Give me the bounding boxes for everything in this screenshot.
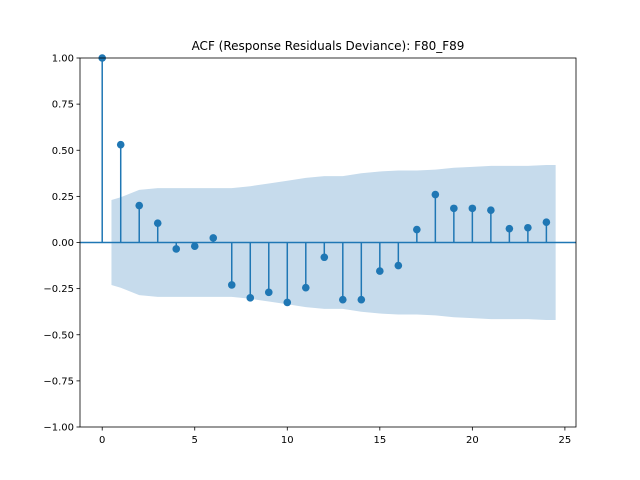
stem-marker <box>487 206 495 215</box>
y-tick-label: 0.50 <box>52 146 74 157</box>
x-tick-label: 25 <box>559 435 572 446</box>
y-tick-label: −0.50 <box>43 330 74 341</box>
acf-stem-lag-13 <box>339 242 347 304</box>
y-axis: −1.00 −0.75 −0.50 −0.25 0.00 0.25 0.50 0.75 1.00 <box>43 54 80 434</box>
y-tick-label: 1.00 <box>52 54 74 65</box>
acf-stem-lag-15 <box>376 242 384 275</box>
acf-stem-lag-17 <box>413 225 421 243</box>
acf-stem-lag-2 <box>135 201 144 243</box>
y-tick-label: −0.75 <box>43 376 74 387</box>
y-tick-label: −0.25 <box>43 284 74 295</box>
acf-stem-lag-24 <box>542 218 551 243</box>
stem-marker <box>468 204 477 213</box>
stem-marker <box>376 267 384 275</box>
stem-marker <box>301 283 310 292</box>
acf-stem-lag-22 <box>505 224 514 243</box>
acf-stem-lag-9 <box>264 242 273 297</box>
y-tick-label: 0.25 <box>52 192 74 203</box>
acf-stem-lag-18 <box>431 190 440 243</box>
acf-stem-lag-6 <box>209 234 218 243</box>
stem-marker <box>283 298 292 307</box>
acf-stem-lag-4 <box>172 242 181 253</box>
x-tick-label: 15 <box>373 435 386 446</box>
stem-marker <box>264 288 273 297</box>
acf-stem-lag-21 <box>487 206 495 243</box>
stem-marker <box>450 204 458 213</box>
stem-marker <box>524 223 532 232</box>
acf-stem-lag-16 <box>394 242 403 270</box>
acf-stem-lag-12 <box>320 242 329 262</box>
y-tick-label: −1.00 <box>43 423 74 434</box>
plot-area <box>80 54 576 320</box>
stem-marker <box>339 295 347 304</box>
acf-stem-lag-7 <box>227 242 236 289</box>
stem-marker <box>135 201 144 210</box>
stem-marker <box>172 245 181 253</box>
stem-marker <box>227 281 236 289</box>
stem-marker <box>357 295 366 304</box>
stem-marker <box>320 253 329 262</box>
x-tick-label: 10 <box>281 435 294 446</box>
x-tick-label: 20 <box>466 435 479 446</box>
acf-stem-lag-1 <box>116 140 125 243</box>
acf-stem-lag-20 <box>468 204 477 243</box>
acf-stem-lag-23 <box>524 223 532 243</box>
stem-marker <box>209 234 218 242</box>
stem-marker <box>431 190 440 199</box>
acf-stem-lag-5 <box>190 242 199 250</box>
stem-marker <box>116 140 125 149</box>
stem-marker <box>505 224 514 233</box>
stem-marker <box>413 225 421 234</box>
y-tick-label: 0.75 <box>52 100 74 111</box>
acf-stem-lag-8 <box>246 242 255 302</box>
acf-stem-lag-0 <box>98 54 107 243</box>
chart-title: ACF (Response Residuals Deviance): F80_F… <box>192 39 465 53</box>
acf-stem-lag-3 <box>153 219 162 243</box>
stem-marker <box>190 242 199 250</box>
x-tick-label: 5 <box>192 435 198 446</box>
stem-marker <box>394 261 403 270</box>
stem-marker <box>153 219 162 227</box>
acf-stem-lag-19 <box>450 204 458 243</box>
acf-stem-lag-11 <box>301 242 310 292</box>
x-tick-label: 0 <box>99 435 105 446</box>
stem-marker <box>542 218 551 227</box>
x-axis: 0 5 10 15 20 25 <box>99 427 571 446</box>
y-tick-label: 0.00 <box>52 238 74 249</box>
stem-marker <box>246 294 255 302</box>
acf-stem-lag-10 <box>283 242 292 307</box>
acf-stem-lag-14 <box>357 242 366 304</box>
